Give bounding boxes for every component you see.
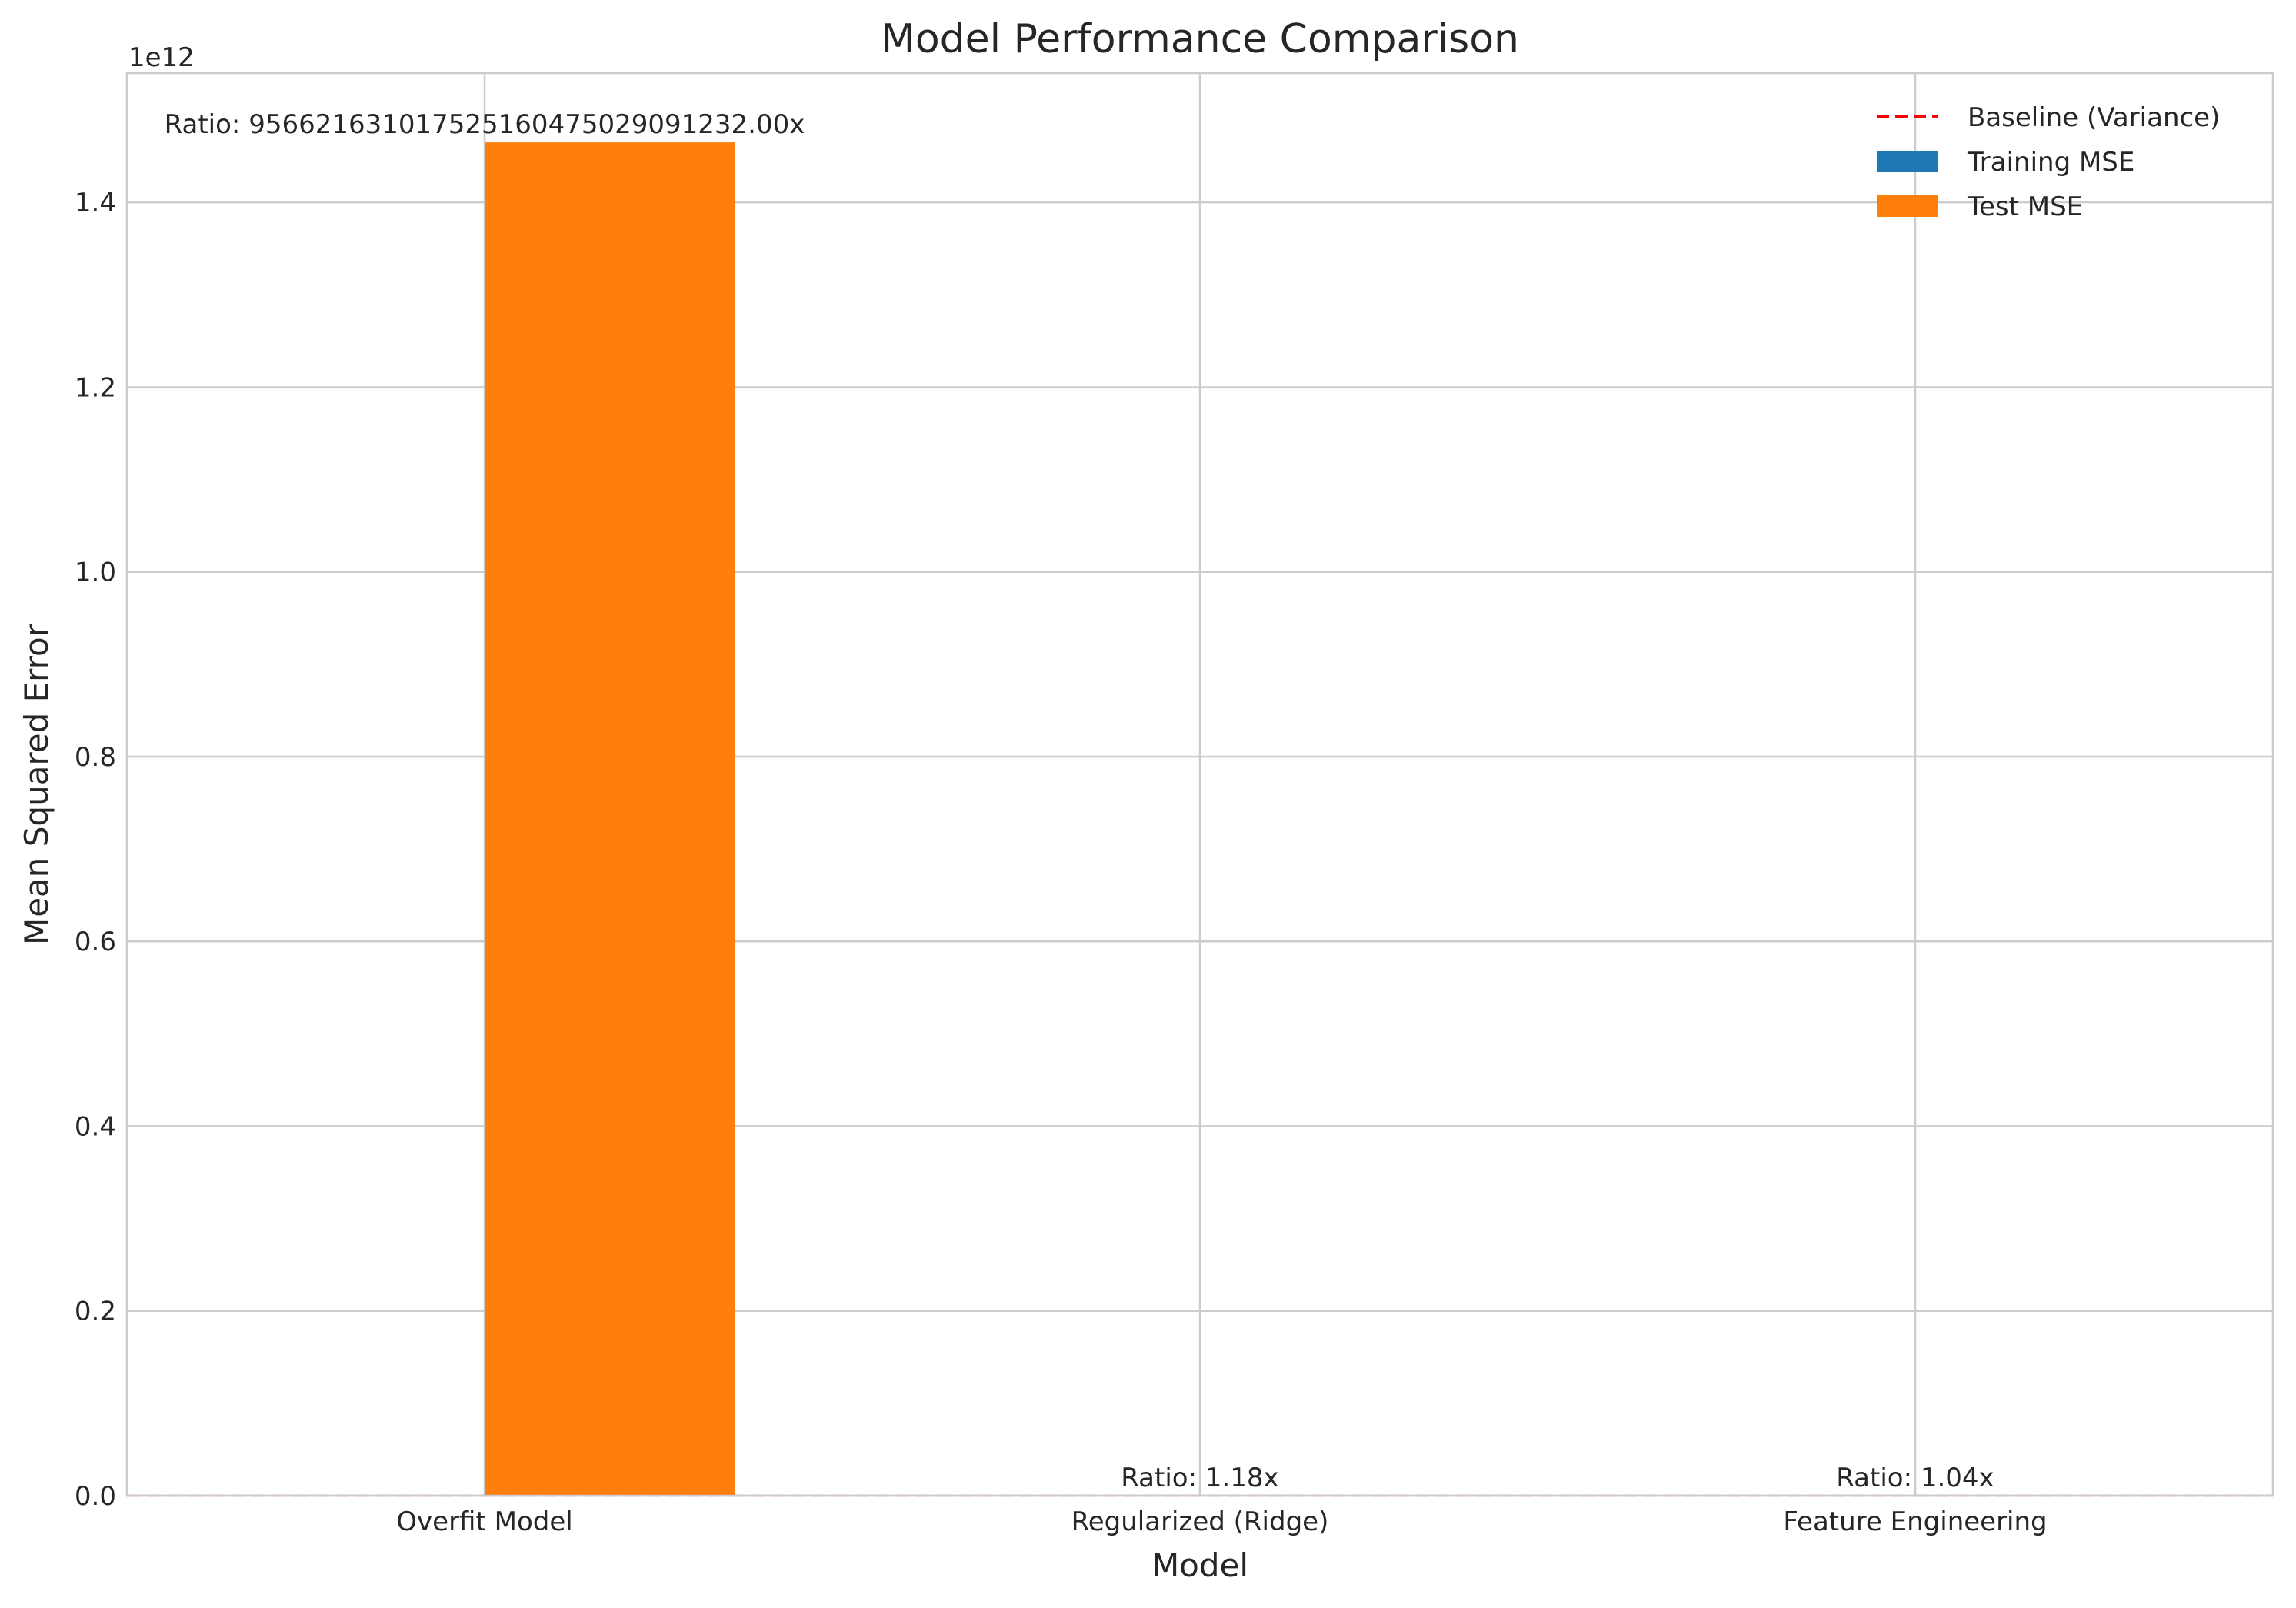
legend-label-training-mse: Training MSE [1967, 147, 2134, 178]
bar-ratio-label: Ratio: 1.04x [1836, 1463, 1994, 1493]
bar-ratio-label: Ratio: 956621631017525160475029091232.00… [165, 109, 805, 140]
y-tick-label: 0.6 [75, 927, 116, 957]
bar-test-mse-0 [485, 142, 735, 1496]
x-ticks: Overfit Model Regularized (Ridge) Feature … [396, 1506, 2047, 1537]
y-tick-label: 0.0 [75, 1481, 116, 1512]
x-tick-label: Feature Engineering [1783, 1506, 2047, 1537]
legend-label-baseline-variance: Baseline (Variance) [1968, 102, 2220, 133]
plot-frame [125, 72, 2274, 1497]
y-tick-label: 1.4 [75, 188, 116, 218]
y-tick-label: 1.2 [75, 372, 116, 403]
legend-swatch-training-mse [1877, 151, 1938, 172]
bars [485, 142, 735, 1496]
bar-labels: Ratio: 956621631017525160475029091232.00… [165, 109, 1994, 1493]
y-tick-label: 0.2 [75, 1297, 116, 1327]
chart-title: Model Performance Comparison [881, 16, 1519, 62]
y-tick-label: 1.0 [75, 558, 116, 588]
y-tick-label: 0.4 [75, 1111, 116, 1142]
x-tick-label: Overfit Model [396, 1506, 572, 1537]
legend-swatch-test-mse [1877, 195, 1938, 217]
x-tick-label: Regularized (Ridge) [1071, 1506, 1329, 1537]
x-axis-title: Model [1151, 1546, 1248, 1584]
y-axis-offset-label: 1e12 [128, 42, 195, 73]
legend-label-test-mse: Test MSE [1967, 191, 2083, 222]
y-ticks: 0.0 0.2 0.4 0.6 0.8 1.0 1.2 1.4 [75, 188, 116, 1512]
legend: Baseline (Variance) Training MSE Test MSE [1877, 102, 2220, 222]
y-axis-title: Mean Squared Error [18, 623, 55, 945]
bar-ratio-label: Ratio: 1.18x [1121, 1463, 1278, 1493]
y-tick-label: 0.8 [75, 742, 116, 773]
